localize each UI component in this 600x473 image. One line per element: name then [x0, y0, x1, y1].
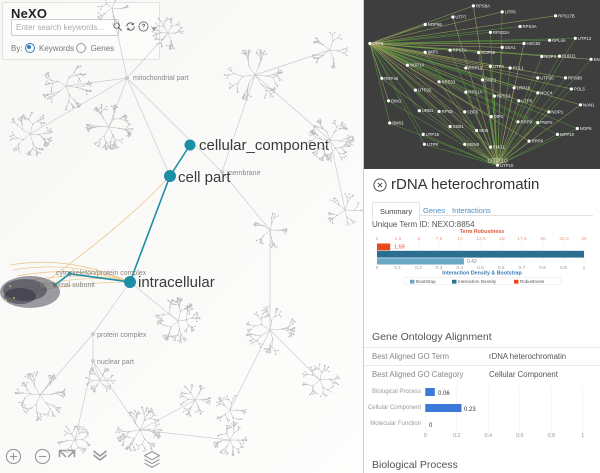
- svg-text:17.5: 17.5: [517, 236, 527, 242]
- svg-text:RRP6: RRP6: [532, 139, 544, 144]
- svg-text:0: 0: [376, 236, 379, 242]
- svg-text:nuclear part: nuclear part: [97, 359, 134, 366]
- svg-text:RPS9B: RPS9B: [568, 75, 582, 80]
- svg-text:NOC4: NOC4: [540, 90, 553, 95]
- svg-text:15: 15: [499, 236, 505, 242]
- svg-text:DIM1: DIM1: [391, 98, 402, 103]
- svg-text:DIP2: DIP2: [494, 114, 504, 119]
- svg-text:UTP6: UTP6: [505, 9, 517, 14]
- svg-text:UTP5: UTP5: [521, 98, 533, 103]
- svg-text:0.2: 0.2: [415, 265, 422, 271]
- svg-text:0.42: 0.42: [467, 259, 477, 265]
- svg-text:RPS8A: RPS8A: [476, 3, 490, 8]
- svg-text:Interaction Density: Interaction Density: [458, 279, 497, 284]
- svg-text:BMS1: BMS1: [392, 121, 404, 126]
- svg-text:NOP58: NOP58: [481, 50, 496, 55]
- svg-text:cytoskeleton/protein complex: cytoskeleton/protein complex: [56, 270, 147, 277]
- svg-text:UTP22: UTP22: [418, 88, 432, 93]
- svg-text:SSB1: SSB1: [453, 124, 465, 129]
- svg-text:UTP13: UTP13: [578, 36, 592, 41]
- svg-text:Cellular Component: Cellular Component: [368, 405, 421, 411]
- svg-text:NOP6: NOP6: [580, 126, 592, 131]
- svg-text:POL5: POL5: [574, 87, 586, 92]
- svg-text:12.5: 12.5: [476, 236, 486, 242]
- svg-text:0.6: 0.6: [516, 433, 524, 439]
- svg-text:1: 1: [581, 433, 584, 439]
- svg-text:UTP18: UTP18: [517, 85, 531, 90]
- svg-text:RPS13: RPS13: [497, 94, 511, 99]
- svg-text:cellular_component: cellular_component: [199, 137, 330, 154]
- svg-text:0.8: 0.8: [539, 265, 546, 271]
- svg-text:RPS17B: RPS17B: [558, 13, 575, 18]
- svg-text:0.06: 0.06: [438, 391, 450, 397]
- svg-text:cell part: cell part: [178, 169, 231, 186]
- svg-text:Molecular Function: Molecular Function: [370, 421, 421, 427]
- svg-text:UTP4: UTP4: [493, 64, 505, 69]
- svg-text:ENP1: ENP1: [594, 57, 600, 62]
- svg-text:NOP4: NOP4: [544, 54, 556, 59]
- svg-text:KRE33: KRE33: [442, 79, 456, 84]
- svg-text:SOF1: SOF1: [485, 77, 497, 82]
- svg-text:UTP20: UTP20: [540, 75, 554, 80]
- svg-text:UTP15: UTP15: [426, 132, 440, 137]
- svg-text:22.5: 22.5: [559, 236, 569, 242]
- svg-text:1: 1: [583, 265, 586, 271]
- svg-text:NOP14: NOP14: [410, 63, 425, 68]
- svg-text:BUD21: BUD21: [562, 54, 576, 59]
- svg-text:20: 20: [540, 236, 546, 242]
- svg-text:5: 5: [418, 236, 421, 242]
- svg-text:EMG1: EMG1: [493, 145, 506, 150]
- svg-text:RRP45: RRP45: [384, 76, 398, 81]
- svg-text:0.8: 0.8: [547, 433, 555, 439]
- svg-text:PWP2: PWP2: [540, 120, 553, 125]
- svg-text:RPS7A: RPS7A: [453, 48, 467, 53]
- svg-text:Biological Process: Biological Process: [372, 389, 421, 395]
- svg-text:0.4: 0.4: [484, 433, 492, 439]
- svg-text:mitochondrial part: mitochondrial part: [133, 75, 189, 82]
- svg-text:RRP9: RRP9: [521, 119, 533, 124]
- svg-text:Robustness: Robustness: [520, 279, 545, 284]
- svg-text:0.23: 0.23: [464, 407, 476, 413]
- svg-text:0: 0: [429, 423, 433, 429]
- svg-text:RCL1: RCL1: [513, 66, 525, 71]
- svg-text:RPS1A: RPS1A: [468, 90, 482, 95]
- svg-text:RPS5: RPS5: [442, 109, 454, 114]
- svg-text:UTP8: UTP8: [427, 142, 439, 147]
- svg-text:membrane: membrane: [227, 170, 261, 177]
- svg-text:0: 0: [376, 265, 379, 271]
- svg-text:0: 0: [424, 433, 427, 439]
- svg-text:UTP10: UTP10: [487, 158, 508, 165]
- svg-text:SSA1: SSA1: [505, 45, 517, 50]
- svg-text:ribosomal subunit: ribosomal subunit: [40, 282, 95, 289]
- svg-text:Bootstrap: Bootstrap: [416, 279, 436, 284]
- svg-text:10: 10: [457, 236, 463, 242]
- svg-text:IMP3: IMP3: [428, 50, 439, 55]
- svg-text:0.1: 0.1: [394, 265, 401, 271]
- svg-text:RPS4A: RPS4A: [523, 24, 537, 29]
- svg-text:MPP10: MPP10: [560, 132, 575, 137]
- svg-text:1.59: 1.59: [394, 245, 405, 251]
- svg-text:UTP7: UTP7: [455, 15, 467, 20]
- svg-text:HSC82: HSC82: [527, 41, 541, 46]
- svg-text:protein complex: protein complex: [97, 332, 147, 339]
- svg-text:25: 25: [581, 236, 587, 242]
- svg-text:UTP9: UTP9: [372, 41, 384, 46]
- svg-text:RPS22A: RPS22A: [493, 30, 510, 35]
- svg-text:2.5: 2.5: [395, 236, 402, 242]
- svg-text:RRP12: RRP12: [468, 66, 482, 71]
- svg-text:Term Robustness: Term Robustness: [460, 229, 504, 235]
- svg-text:RPL4A: RPL4A: [552, 38, 566, 43]
- svg-text:NOP56: NOP56: [428, 22, 443, 27]
- svg-text:SKI6: SKI6: [479, 128, 489, 133]
- svg-text:URB1: URB1: [422, 108, 434, 113]
- svg-text:7.5: 7.5: [436, 236, 443, 242]
- svg-text:intracellular: intracellular: [138, 274, 215, 291]
- svg-text:0.2: 0.2: [453, 433, 461, 439]
- svg-text:NOP1: NOP1: [551, 109, 563, 114]
- svg-text:NAN1: NAN1: [583, 102, 595, 107]
- svg-text:CBF5: CBF5: [467, 109, 479, 114]
- svg-text:MSN5: MSN5: [467, 142, 480, 147]
- svg-text:Interaction Density & Bootstra: Interaction Density & Bootstrap: [442, 271, 522, 277]
- svg-text:0.9: 0.9: [560, 265, 567, 271]
